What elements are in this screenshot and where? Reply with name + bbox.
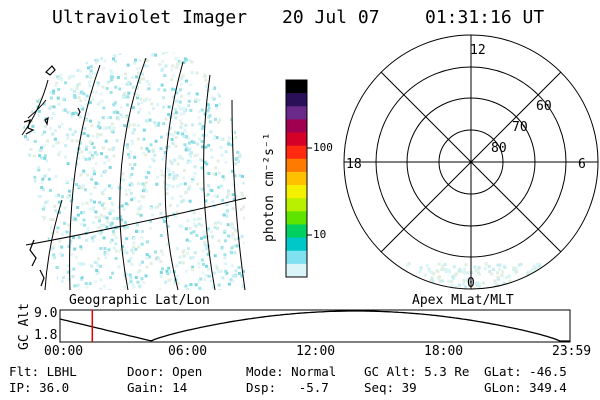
timeline-ytick-max: 9.0 bbox=[34, 306, 58, 321]
colorbar-tick-10: 10 bbox=[313, 228, 327, 241]
glat-readout: GLat: -46.5 bbox=[484, 364, 567, 379]
mlt-label-18: 18 bbox=[346, 157, 362, 172]
altitude-curve bbox=[59, 310, 570, 342]
gain-readout: Gain: 14 bbox=[127, 380, 188, 395]
observation-time: 01:31:16 UT bbox=[425, 7, 545, 28]
coastline bbox=[23, 65, 81, 287]
lat-label-60: 60 bbox=[536, 99, 552, 114]
timeline-xtick-0000: 00:00 bbox=[44, 344, 84, 359]
timeline-ytick-min: 1.8 bbox=[34, 328, 58, 343]
gc-alt-readout: GC Alt: 5.3 Re bbox=[364, 364, 470, 379]
timeline-xtick-0600: 06:00 bbox=[168, 344, 208, 359]
geographic-panel-label: Geographic Lat/Lon bbox=[69, 293, 210, 308]
mode-readout: Mode: Normal bbox=[246, 364, 337, 379]
timeline-xtick-2359: 23:59 bbox=[552, 344, 592, 359]
lat-label-70: 70 bbox=[512, 120, 528, 135]
timeline-xtick-1200: 12:00 bbox=[296, 344, 336, 359]
timeline-xtick-1800: 18:00 bbox=[424, 344, 464, 359]
instrument-title: Ultraviolet Imager bbox=[52, 7, 248, 28]
mlt-label-0: 0 bbox=[467, 276, 475, 291]
polar-panel-label: Apex MLat/MLT bbox=[412, 293, 514, 308]
door-readout: Door: Open bbox=[127, 364, 203, 379]
observation-date: 20 Jul 07 bbox=[282, 7, 380, 28]
polar-grid bbox=[343, 34, 599, 290]
seq-readout: Seq: 39 bbox=[364, 380, 417, 395]
glon-readout: GLon: 349.4 bbox=[484, 380, 567, 395]
mlt-label-12: 12 bbox=[470, 43, 486, 58]
colorbar-tick-100: 100 bbox=[313, 141, 333, 154]
timeline-ylabel: GC Alt bbox=[17, 303, 32, 350]
mlt-label-6: 6 bbox=[578, 157, 586, 172]
filter-readout: Flt: LBHL bbox=[9, 364, 77, 379]
geographic-grid bbox=[21, 57, 247, 291]
ip-readout: IP: 36.0 bbox=[9, 380, 70, 395]
dsp-readout: Dsp: -5.7 bbox=[246, 380, 329, 395]
lat-label-80: 80 bbox=[491, 141, 507, 156]
